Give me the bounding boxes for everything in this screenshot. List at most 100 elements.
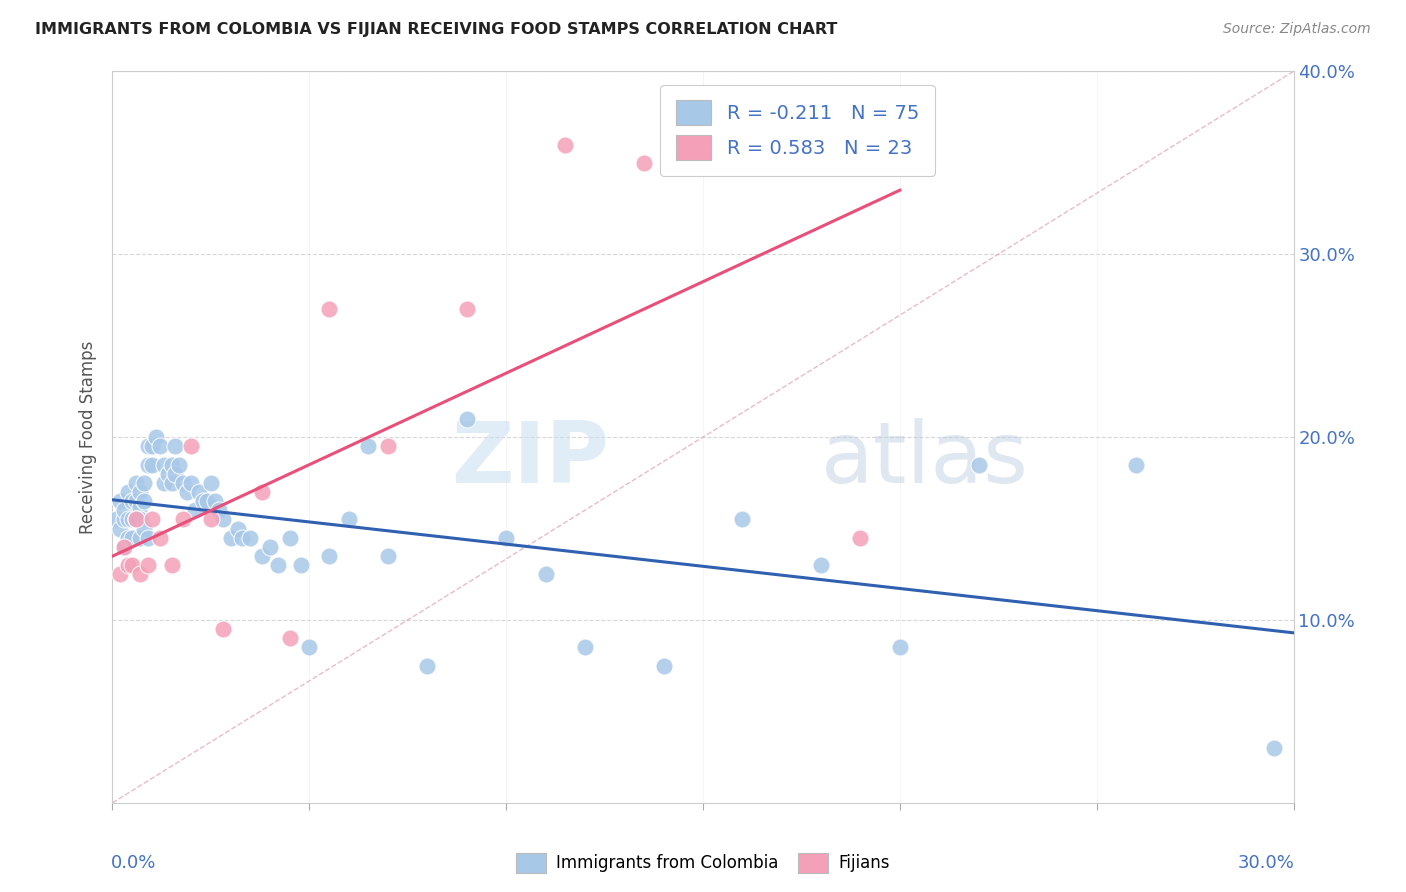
Point [239,531,262,545]
Point [121,531,143,545]
Point [1125,458,1147,472]
Point [145,430,167,444]
Point [250,549,273,563]
Point [165,467,187,481]
Point [290,558,312,573]
Point [228,521,250,535]
Point [129,567,152,582]
Point [152,475,174,490]
Point [105,512,128,526]
Point [574,640,596,655]
Point [495,531,517,545]
Point [149,439,172,453]
Point [110,521,132,535]
Point [259,540,281,554]
Point [208,503,231,517]
Legend: R = -0.211   N = 75, R = 0.583   N = 23: R = -0.211 N = 75, R = 0.583 N = 23 [661,85,935,176]
Point [191,494,214,508]
Point [176,485,198,500]
Point [200,512,222,526]
Point [121,494,143,508]
Point [318,549,340,563]
Point [117,558,139,573]
Point [141,439,163,453]
Point [456,301,478,317]
Point [129,500,152,514]
Point [337,512,360,526]
Point [318,301,340,317]
Point [357,439,380,453]
Text: 30.0%: 30.0% [1237,854,1295,872]
Point [160,475,183,490]
Point [377,549,399,563]
Point [121,512,143,526]
Point [117,531,139,545]
Point [231,531,253,545]
Point [1263,740,1285,755]
Point [132,494,155,508]
Point [810,558,832,573]
Point [172,475,194,490]
Point [534,567,557,582]
Text: atlas: atlas [821,417,1029,500]
Point [132,521,155,535]
Legend: Immigrants from Colombia, Fijians: Immigrants from Colombia, Fijians [509,847,897,880]
Point [132,475,155,490]
Point [211,512,233,526]
Point [110,494,132,508]
Point [160,558,183,573]
Text: 0.0%: 0.0% [111,854,156,872]
Point [219,531,242,545]
Point [889,640,911,655]
Point [165,439,187,453]
Point [129,512,152,526]
Point [160,458,183,472]
Point [121,531,143,545]
Point [172,512,194,526]
Point [149,531,172,545]
Point [731,156,754,170]
Point [200,475,222,490]
Point [141,512,163,526]
Point [117,512,139,526]
Point [633,156,655,170]
Point [169,458,191,472]
Point [125,512,148,526]
Point [112,503,135,517]
Text: Source: ZipAtlas.com: Source: ZipAtlas.com [1223,22,1371,37]
Point [184,503,207,517]
Point [416,658,439,673]
Point [156,467,179,481]
Text: IMMIGRANTS FROM COLOMBIA VS FIJIAN RECEIVING FOOD STAMPS CORRELATION CHART: IMMIGRANTS FROM COLOMBIA VS FIJIAN RECEI… [35,22,838,37]
Point [278,531,301,545]
Point [298,640,321,655]
Point [152,458,174,472]
Point [136,531,159,545]
Point [204,494,226,508]
Point [211,622,233,636]
Point [278,632,301,646]
Point [129,485,152,500]
Point [188,485,211,500]
Point [195,494,218,508]
Point [849,531,872,545]
Point [180,475,202,490]
Point [110,567,132,582]
Point [136,439,159,453]
Point [180,439,202,453]
Point [250,485,273,500]
Y-axis label: Receiving Food Stamps: Receiving Food Stamps [79,341,97,533]
Point [112,540,135,554]
Point [125,512,148,526]
Point [121,558,143,573]
Point [136,458,159,472]
Point [377,439,399,453]
Point [129,531,152,545]
Point [125,512,148,526]
Point [141,458,163,472]
Point [125,475,148,490]
Point [117,485,139,500]
Point [125,494,148,508]
Text: ZIP: ZIP [451,417,609,500]
Point [456,412,478,426]
